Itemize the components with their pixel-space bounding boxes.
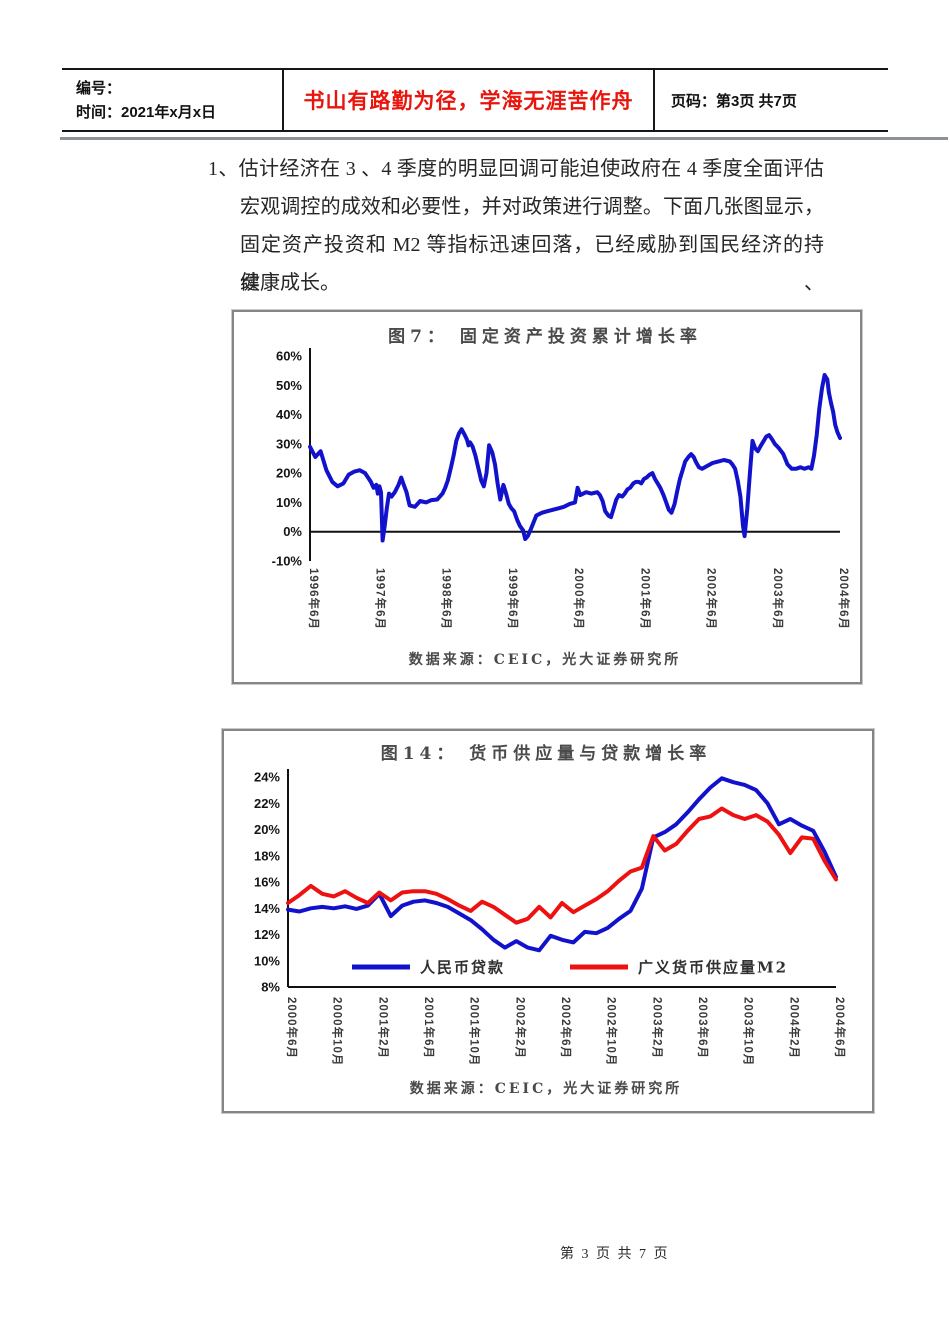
chart-fixed-asset-investment-svg: 图7： 固定资产投资累计增长率 60% 50% 40% 30% 20% 10% 0% -10% 1… [272, 326, 851, 668]
x-tick-label: 2002年6月 [705, 568, 719, 630]
x-tick-label: 2002年10月 [605, 997, 619, 1066]
paragraph-line: 健康成长。 [240, 272, 340, 294]
header-divider-rule [60, 137, 948, 140]
y-tick-label: 40% [276, 407, 302, 422]
x-tick-label: 2000年6月 [572, 568, 586, 630]
header-table: 编号： 时间：2021年x月x日 书山有路勤为径，学海无涯苦作舟 页码：第3页 … [62, 68, 888, 132]
series-line-0 [286, 776, 838, 953]
y-tick-label: 50% [276, 378, 302, 393]
y-tick-label: 60% [276, 349, 302, 364]
chart-source: 数据来源：CEIC，光大证券研究所 [409, 651, 682, 668]
x-tick-label: 2001年2月 [376, 997, 390, 1059]
chart-title: 图14： 货币供应量与贷款增长率 [381, 743, 712, 764]
chart-fixed-asset-investment: 图7： 固定资产投资累计增长率 60% 50% 40% 30% 20% 10% 0% -10% 1… [232, 310, 862, 684]
page-footer: 第 3 页 共 7 页 [560, 1247, 670, 1262]
x-tick-label: 2003年6月 [771, 568, 785, 630]
x-tick-label: 2002年6月 [559, 997, 573, 1059]
series-line-0 [308, 373, 842, 543]
x-tick-label: 2003年2月 [650, 997, 664, 1059]
y-tick-label: 8% [261, 980, 280, 995]
header-page-cell: 页码：第3页 共7页 [655, 70, 888, 130]
x-tick-label: 2004年6月 [837, 568, 851, 630]
y-tick-label: 30% [276, 436, 302, 451]
x-tick-label: 1999年6月 [506, 568, 520, 630]
y-tick-label: -10% [272, 554, 303, 569]
x-tick-label: 2000年10月 [331, 997, 345, 1066]
y-tick-label: 10% [276, 495, 302, 510]
x-tick-label: 1997年6月 [373, 568, 387, 630]
chart-money-supply-loans-svg: 图14： 货币供应量与贷款增长率 24% 22% 20% 18% 16% 14% 12% 10%… [254, 743, 847, 1097]
x-tick-label: 2000年6月 [285, 997, 299, 1059]
chart-title: 图7： 固定资产投资累计增长率 [388, 326, 702, 347]
header-page-label: 页码：第3页 共7页 [671, 92, 797, 110]
paragraph-line: 1、估计经济在 3 、4 季度的明显回调可能迫使政府在 4 季度全面评估 [208, 158, 824, 180]
y-tick-label: 12% [254, 927, 280, 942]
x-tick-label: 2001年6月 [422, 997, 436, 1059]
x-tick-label: 2003年6月 [696, 997, 710, 1059]
y-tick-label: 20% [276, 466, 302, 481]
y-tick-label: 0% [283, 524, 302, 539]
x-tick-label: 2004年6月 [833, 997, 847, 1059]
legend-label-1: 广义货币供应量M2 [638, 959, 788, 977]
x-tick-label: 2002年2月 [513, 997, 527, 1059]
x-tick-label: 1998年6月 [440, 568, 454, 630]
chart-money-supply-loans: 图14： 货币供应量与贷款增长率 24% 22% 20% 18% 16% 14% 12% 10%… [222, 729, 874, 1113]
header-field-time: 时间：2021年x月x日 [76, 104, 217, 121]
x-tick-label: 2001年6月 [638, 568, 652, 630]
chart-source: 数据来源：CEIC，光大证券研究所 [410, 1080, 683, 1097]
x-tick-label: 2003年10月 [742, 997, 756, 1066]
legend-label-0: 人民币贷款 [420, 959, 505, 977]
header-field-no: 编号： [76, 80, 122, 97]
x-tick-label: 2001年10月 [468, 997, 482, 1066]
paragraph-line: 宏观调控的成效和必要性，并对政策进行调整。下面几张图显示， [240, 196, 824, 218]
paragraph-line: 固定资产投资和 M2 等指标迅速回落，已经威胁到国民经济的持续、 [240, 234, 824, 294]
y-tick-label: 22% [254, 796, 280, 811]
y-tick-label: 20% [254, 822, 280, 837]
x-tick-label: 1996年6月 [307, 568, 321, 630]
y-tick-label: 10% [254, 953, 280, 968]
x-tick-label: 2004年2月 [787, 997, 801, 1059]
y-tick-label: 18% [254, 848, 280, 863]
y-tick-label: 24% [254, 770, 280, 785]
header-left-cell: 编号： 时间：2021年x月x日 [62, 70, 282, 130]
series-line-1 [286, 806, 838, 925]
y-tick-label: 14% [254, 901, 280, 916]
header-motto-cell: 书山有路勤为径，学海无涯苦作舟 [282, 70, 655, 130]
y-tick-label: 16% [254, 875, 280, 890]
header-motto: 书山有路勤为径，学海无涯苦作舟 [303, 88, 634, 113]
